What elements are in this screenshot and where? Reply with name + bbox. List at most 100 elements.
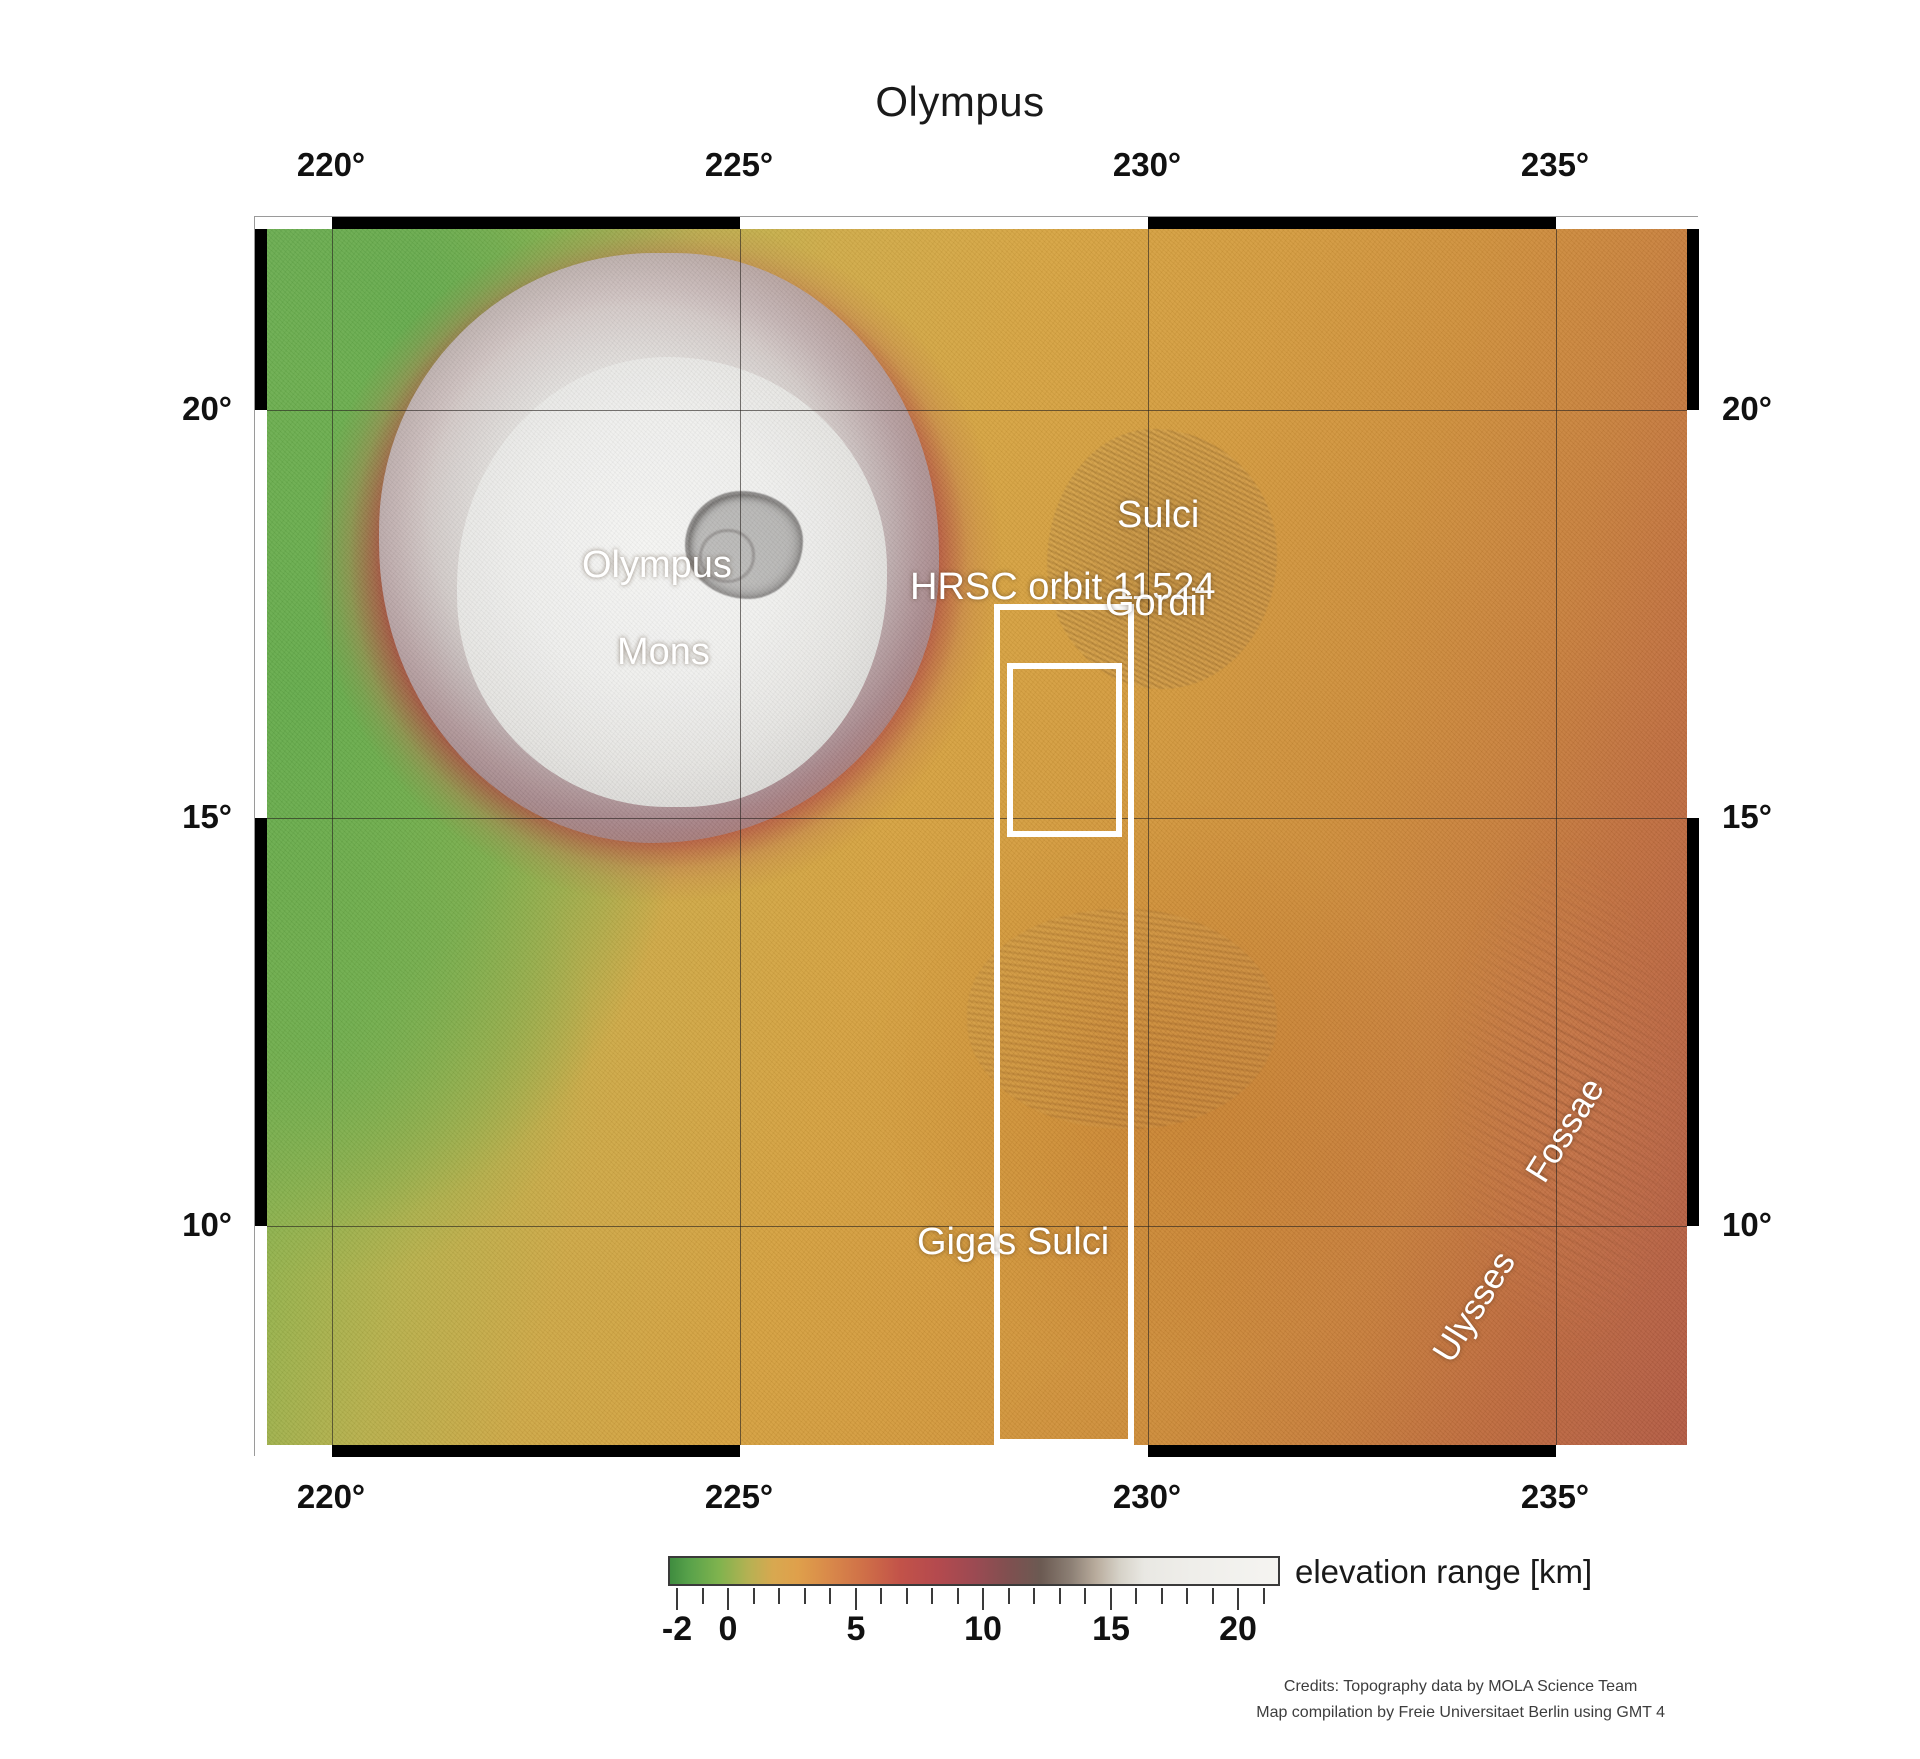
frame-band-bottom (267, 1445, 1687, 1457)
colorbar-tick (1008, 1588, 1010, 1604)
colorbar-group: -2 0 5 10 15 20 (662, 1556, 1280, 1648)
colorbar-label-0: 0 (718, 1610, 738, 1648)
colorbar-label-10: 10 (964, 1610, 1002, 1648)
frame-seg (1556, 217, 1687, 229)
frame-corner (255, 1445, 267, 1457)
colorbar-tick (1212, 1588, 1214, 1604)
frame-seg (1556, 1445, 1687, 1457)
feature-label-sulci: Sulci (1117, 494, 1200, 536)
map-raster[interactable]: Olympus Mons HRSC orbit 11524 Sulci Gord… (267, 229, 1687, 1445)
colorbar-tick-major-m2 (676, 1588, 678, 1610)
hrsc-swath-inner-rect[interactable] (1007, 663, 1122, 837)
credits-line-2: Map compilation by Freie Universitaet Be… (1256, 1703, 1665, 1721)
colorbar-tick-major-10 (982, 1588, 984, 1610)
axis-label-lat-20-left: 20° (182, 390, 232, 427)
frame-band-left (255, 229, 267, 1445)
colorbar-title: elevation range [km] (1295, 1553, 1593, 1590)
colorbar-tick (1186, 1588, 1188, 1604)
olympus-mons-caldera-inner (699, 529, 755, 583)
ulysses-fossae-terrain (1407, 789, 1687, 1409)
map-figure: Olympus Mons HRSC orbit 11524 Sulci Gord… (182, 146, 1772, 1515)
frame-seg (267, 217, 332, 229)
colorbar-tick (778, 1588, 780, 1604)
frame-seg (1687, 410, 1699, 818)
feature-label-gordii: Gordii (1105, 582, 1207, 624)
axis-label-lon-235-bottom: 235° (1520, 1478, 1590, 1515)
axis-label-lon-235-top: 235° (1520, 146, 1590, 183)
colorbar-label-m2: -2 (661, 1610, 693, 1648)
colorbar-label-20: 20 (1219, 1610, 1257, 1648)
frame-seg (1148, 1445, 1556, 1457)
colorbar-tick-major-0 (727, 1588, 729, 1610)
frame-seg (332, 217, 740, 229)
page-title: Olympus (875, 78, 1045, 125)
gridline-lat-20 (267, 410, 1687, 411)
frame-seg (1687, 229, 1699, 410)
colorbar-tick (1263, 1588, 1265, 1604)
colorbar-tick (1084, 1588, 1086, 1604)
colorbar-tick (1033, 1588, 1035, 1604)
axis-label-lat-10-right: 10° (1722, 1206, 1772, 1243)
frame-corner (1687, 1445, 1699, 1457)
feature-label-olympus: Olympus (582, 544, 732, 586)
frame-band-top (267, 217, 1687, 229)
axis-label-lon-230-top: 230° (1112, 146, 1182, 183)
colorbar-label-15: 15 (1092, 1610, 1130, 1648)
gigas-sulci-terrain (967, 909, 1277, 1129)
frame-seg (1687, 1226, 1699, 1445)
colorbar-tick-major-15 (1110, 1588, 1112, 1610)
colorbar-tick (829, 1588, 831, 1604)
sulci-gordii-terrain (1047, 429, 1277, 689)
colorbar-tick (880, 1588, 882, 1604)
frame-seg (255, 1226, 267, 1445)
colorbar-tick-major-20 (1237, 1588, 1239, 1610)
axis-label-lat-10-left: 10° (182, 1206, 232, 1243)
gridline-lon-225 (740, 229, 741, 1445)
colorbar-tick (1059, 1588, 1061, 1604)
colorbar-tick (1135, 1588, 1137, 1604)
frame-seg (267, 1445, 332, 1457)
colorbar-tick (702, 1588, 704, 1604)
axis-label-lon-220-bottom: 220° (296, 1478, 366, 1515)
gridline-lat-10 (267, 1226, 1687, 1227)
frame-seg (1687, 818, 1699, 1226)
frame-corner (255, 217, 267, 229)
colorbar-tick (906, 1588, 908, 1604)
map-frame: Olympus Mons HRSC orbit 11524 Sulci Gord… (254, 216, 1699, 1457)
frame-band-right (1687, 229, 1699, 1445)
axis-label-lon-225-bottom: 225° (704, 1478, 774, 1515)
elevation-colorbar[interactable] (668, 1556, 1280, 1586)
colorbar-label-5: 5 (846, 1610, 866, 1648)
feature-label-mons: Mons (617, 631, 710, 673)
colorbar-tick-major-5 (855, 1588, 857, 1610)
colorbar-tick (804, 1588, 806, 1604)
gridline-lon-235 (1556, 229, 1557, 1445)
credits-line-1: Credits: Topography data by MOLA Science… (1283, 1678, 1638, 1695)
credits-block: Credits: Topography data by MOLA Science… (1256, 1674, 1665, 1725)
frame-seg (740, 1445, 1148, 1457)
frame-seg (1148, 217, 1556, 229)
axis-label-lon-225-top: 225° (704, 146, 774, 183)
frame-corner (1687, 217, 1699, 229)
axis-label-lon-230-bottom: 230° (1112, 1478, 1182, 1515)
axis-label-lat-15-right: 15° (1722, 798, 1772, 835)
relief-texture-overlay (267, 229, 1687, 1445)
feature-label-gigas-sulci: Gigas Sulci (917, 1221, 1110, 1263)
gridline-lat-15 (267, 818, 1687, 819)
frame-seg (255, 410, 267, 818)
colorbar-tick (931, 1588, 933, 1604)
colorbar-tick (957, 1588, 959, 1604)
gridline-lon-230 (1148, 229, 1149, 1445)
gridline-lon-220 (332, 229, 333, 1445)
olympus-mons-summit (457, 357, 887, 807)
frame-seg (740, 217, 1148, 229)
axis-label-lat-20-right: 20° (1722, 390, 1772, 427)
axis-label-lon-220-top: 220° (296, 146, 366, 183)
feature-label-hrsc-orbit: HRSC orbit 11524 (910, 566, 1216, 608)
hrsc-swath-outer-rect[interactable] (994, 604, 1134, 1445)
frame-seg (255, 229, 267, 410)
colorbar-tick (1161, 1588, 1163, 1604)
colorbar-tick (753, 1588, 755, 1604)
axis-label-lat-15-left: 15° (182, 798, 232, 835)
hillshade-overlay (267, 229, 1687, 1445)
